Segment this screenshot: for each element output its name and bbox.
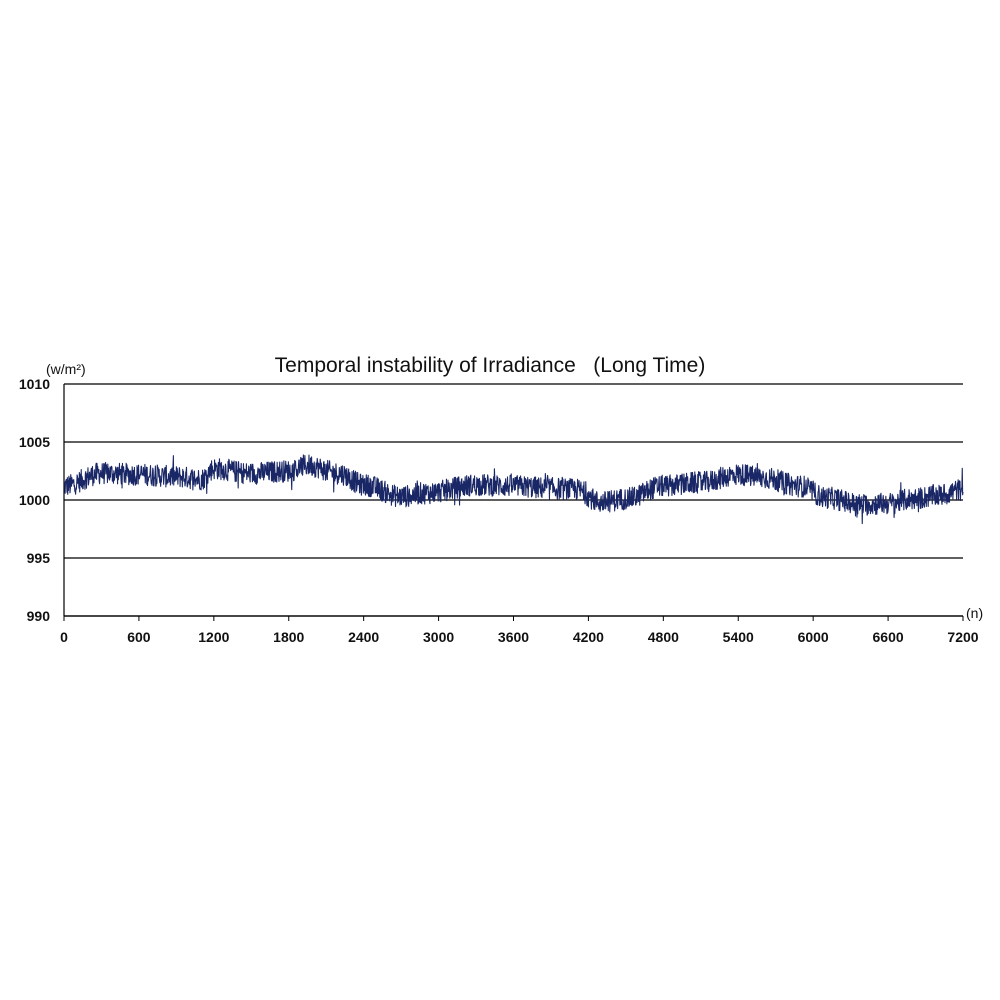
y-axis-ticks: 990 995 1000 1005 1010 — [19, 376, 50, 624]
y-tick-label-990: 990 — [27, 608, 51, 624]
x-tick-label-0: 0 — [60, 629, 68, 645]
x-tick-label-5400: 5400 — [723, 629, 754, 645]
x-tick-label-4800: 4800 — [648, 629, 679, 645]
y-tick-label-995: 995 — [27, 550, 51, 566]
y-axis-unit-label: (w/m²) — [46, 361, 86, 377]
x-tick-label-6600: 6600 — [873, 629, 904, 645]
x-tick-label-1800: 1800 — [273, 629, 304, 645]
x-tick-label-600: 600 — [127, 629, 151, 645]
y-tick-label-1005: 1005 — [19, 434, 50, 450]
x-tick-label-3600: 3600 — [498, 629, 529, 645]
series-group — [63, 454, 964, 525]
irradiance-series-line — [63, 454, 964, 525]
x-tick-label-4200: 4200 — [573, 629, 604, 645]
x-tick-label-2400: 2400 — [348, 629, 379, 645]
x-tick-label-1200: 1200 — [198, 629, 229, 645]
x-tick-label-7200: 7200 — [947, 629, 978, 645]
x-axis-ticks: 0 600 1200 1800 2400 3000 3600 4200 4800 5400 6000… — [60, 616, 979, 645]
x-axis-unit-label: (n) — [966, 605, 983, 621]
x-tick-label-3000: 3000 — [423, 629, 454, 645]
chart-title: Temporal instability of Irradiance (Long… — [275, 354, 706, 377]
y-tick-label-1000: 1000 — [19, 492, 50, 508]
y-tick-label-1010: 1010 — [19, 376, 50, 392]
x-tick-label-6000: 6000 — [798, 629, 829, 645]
